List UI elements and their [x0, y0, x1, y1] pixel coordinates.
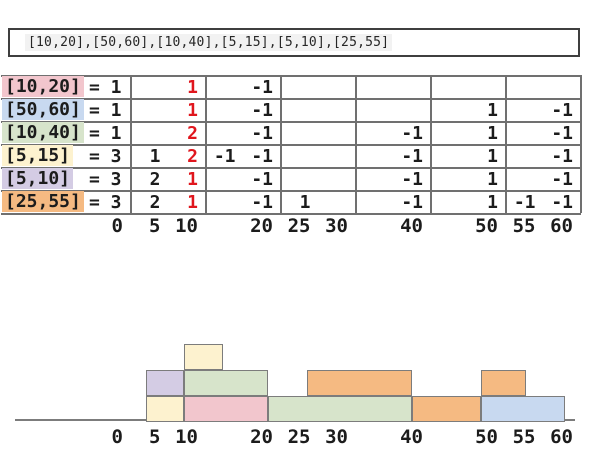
table-grid-line	[430, 75, 432, 213]
interval-label: [10,20]	[2, 76, 84, 97]
diff-value-cell: 2	[187, 146, 198, 167]
table-row-line	[1, 190, 581, 192]
axis-tick-label: 30	[325, 215, 348, 237]
interval-brick	[481, 396, 565, 422]
intervals-input[interactable]: [10,20],[50,60],[10,40],[5,15],[5,10],[2…	[8, 28, 580, 57]
diff-value-cell: -1	[551, 192, 573, 213]
diff-value-cell: -1	[551, 169, 573, 190]
axis-tick-label: 55	[512, 215, 536, 237]
interval-result: = 3	[89, 169, 122, 190]
diff-value-cell: 1	[187, 169, 198, 190]
interval-label: [25,55]	[2, 191, 84, 212]
axis-tick-label: 40	[400, 215, 423, 237]
interval-brick	[412, 396, 481, 422]
diff-value-cell: -1	[401, 192, 423, 213]
interval-label: [5,10]	[2, 168, 74, 189]
diff-value-cell: -1	[213, 146, 236, 167]
interval-result: = 3	[89, 146, 122, 167]
axis-tick-label: 5	[149, 215, 161, 237]
table-row-line	[1, 167, 581, 169]
table-grid-line	[130, 75, 132, 213]
diff-value-cell: 2	[149, 192, 161, 213]
table-grid-line	[205, 75, 207, 213]
diff-value-cell: 1	[487, 123, 498, 144]
axis-tick-label: 55	[512, 426, 536, 448]
diff-value-cell: 1	[187, 100, 198, 121]
table-row-line	[1, 121, 581, 123]
diff-value-cell: -1	[551, 146, 573, 167]
interval-result: = 1	[89, 123, 122, 144]
interval-brick	[184, 396, 268, 422]
axis-tick-label: 60	[550, 426, 573, 448]
diff-value-cell: -1	[251, 169, 273, 190]
table-grid-line	[355, 75, 357, 213]
diff-value-cell: 1	[299, 192, 311, 213]
interval-result: = 1	[89, 100, 122, 121]
axis-tick-label: 50	[475, 215, 498, 237]
interval-brick	[184, 370, 268, 396]
interval-label: [10,40]	[2, 122, 84, 143]
table-row-line	[1, 144, 581, 146]
table-row-line	[1, 75, 581, 77]
diff-value-cell: -1	[251, 100, 273, 121]
diff-value-cell: 1	[149, 146, 161, 167]
interval-brick	[268, 396, 412, 422]
diff-value-cell: -1	[251, 123, 273, 144]
diff-value-cell: -1	[251, 77, 273, 98]
diff-value-cell: 2	[187, 123, 198, 144]
diff-value-cell: 1	[487, 100, 498, 121]
intervals-input-value: [10,20],[50,60],[10,40],[5,15],[5,10],[2…	[25, 34, 393, 51]
axis-tick-label: 10	[175, 215, 198, 237]
axis-tick-label: 10	[175, 426, 198, 448]
axis-tick-label: 50	[475, 426, 498, 448]
axis-tick-label: 25	[287, 426, 311, 448]
table-grid-line	[505, 75, 507, 213]
axis-tick-label: 40	[400, 426, 423, 448]
interval-brick	[307, 370, 412, 396]
diff-value-cell: -1	[401, 146, 423, 167]
axis-tick-label: 0	[111, 426, 123, 448]
diff-value-cell: -1	[401, 169, 423, 190]
interval-result: = 3	[89, 192, 122, 213]
axis-tick-label: 5	[149, 426, 161, 448]
interval-brick	[184, 344, 223, 370]
interval-label: [50,60]	[2, 99, 84, 120]
diff-value-cell: 2	[149, 169, 161, 190]
diff-value-cell: -1	[251, 146, 273, 167]
axis-tick-label: 0	[111, 215, 123, 237]
table-grid-line	[580, 75, 582, 213]
interval-brick	[146, 370, 184, 396]
table-row-line	[1, 98, 581, 100]
axis-tick-label: 20	[250, 215, 273, 237]
interval-brick	[146, 396, 184, 422]
interval-result: = 1	[89, 77, 122, 98]
diff-value-cell: 1	[187, 77, 198, 98]
axis-tick-label: 25	[287, 215, 311, 237]
interval-label: [5,15]	[2, 145, 74, 166]
diff-value-cell: -1	[251, 192, 273, 213]
diff-value-cell: -1	[551, 123, 573, 144]
diff-value-cell: -1	[401, 123, 423, 144]
table-row-line	[1, 213, 581, 215]
diff-value-cell: 1	[487, 192, 498, 213]
diff-value-cell: 1	[487, 169, 498, 190]
axis-tick-label: 20	[250, 426, 273, 448]
diff-value-cell: 1	[187, 192, 198, 213]
axis-tick-label: 60	[550, 215, 573, 237]
diff-value-cell: -1	[551, 100, 573, 121]
axis-tick-label: 30	[325, 426, 348, 448]
table-grid-line	[280, 75, 282, 213]
interval-brick	[481, 370, 526, 396]
diff-value-cell: -1	[513, 192, 536, 213]
diff-value-cell: 1	[487, 146, 498, 167]
